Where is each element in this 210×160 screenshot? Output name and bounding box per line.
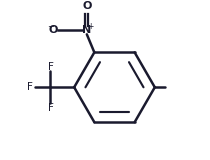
- Text: +: +: [87, 22, 93, 31]
- Text: O: O: [82, 1, 92, 11]
- Text: F: F: [47, 62, 53, 72]
- Text: O: O: [48, 25, 58, 35]
- Text: N: N: [82, 25, 91, 35]
- Text: −: −: [47, 22, 54, 31]
- Text: F: F: [27, 82, 33, 92]
- Text: F: F: [47, 103, 53, 112]
